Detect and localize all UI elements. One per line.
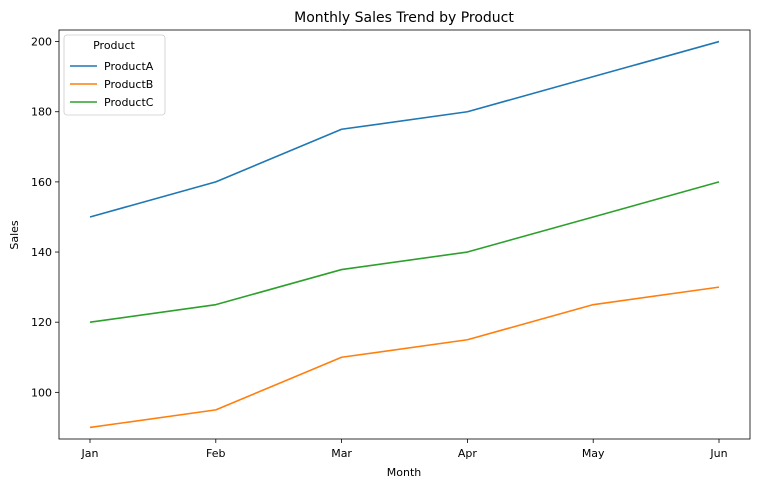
y-axis-label: Sales — [8, 220, 21, 250]
x-axis: Jan Feb Mar Apr May Jun — [81, 439, 728, 460]
y-axis: 100 120 140 160 180 200 — [31, 36, 59, 399]
y-tick-label: 120 — [31, 316, 52, 329]
y-tick-label: 160 — [31, 176, 52, 189]
chart-title: Monthly Sales Trend by Product — [294, 10, 514, 26]
legend-entry: ProductB — [104, 78, 153, 91]
x-tick-label: Apr — [458, 447, 478, 460]
y-tick-label: 180 — [31, 106, 52, 119]
legend-entry: ProductA — [104, 60, 154, 73]
x-tick-label: Mar — [331, 447, 352, 460]
x-tick-label: Feb — [206, 447, 225, 460]
plot-area — [58, 29, 751, 440]
series-line-productc — [89, 181, 720, 323]
x-tick-label: Jun — [709, 447, 727, 460]
x-axis-label: Month — [387, 466, 422, 479]
series-lines — [89, 40, 720, 429]
x-tick-label: Jan — [81, 447, 99, 460]
y-tick-label: 200 — [31, 36, 52, 49]
legend-entry: ProductC — [104, 96, 154, 109]
y-tick-label: 140 — [31, 246, 52, 259]
legend-box — [63, 34, 166, 116]
x-tick-label: May — [582, 447, 605, 460]
series-line-productb — [89, 286, 720, 429]
y-tick-label: 100 — [31, 386, 52, 399]
series-line-producta — [89, 40, 720, 218]
legend-title: Product — [93, 39, 135, 52]
legend: Product ProductA ProductB ProductC — [63, 34, 166, 116]
